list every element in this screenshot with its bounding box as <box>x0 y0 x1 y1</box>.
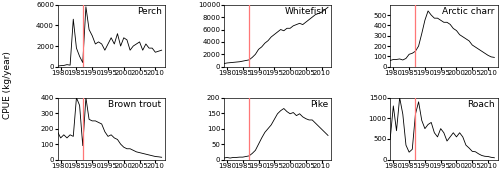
Text: Perch: Perch <box>136 7 162 16</box>
Text: Brown trout: Brown trout <box>108 100 162 109</box>
Text: Pike: Pike <box>310 100 328 109</box>
Text: Whitefish: Whitefish <box>285 7 328 16</box>
Text: CPUE (kg/year): CPUE (kg/year) <box>3 51 12 120</box>
Text: Arctic charr: Arctic charr <box>442 7 494 16</box>
Text: Roach: Roach <box>466 100 494 109</box>
